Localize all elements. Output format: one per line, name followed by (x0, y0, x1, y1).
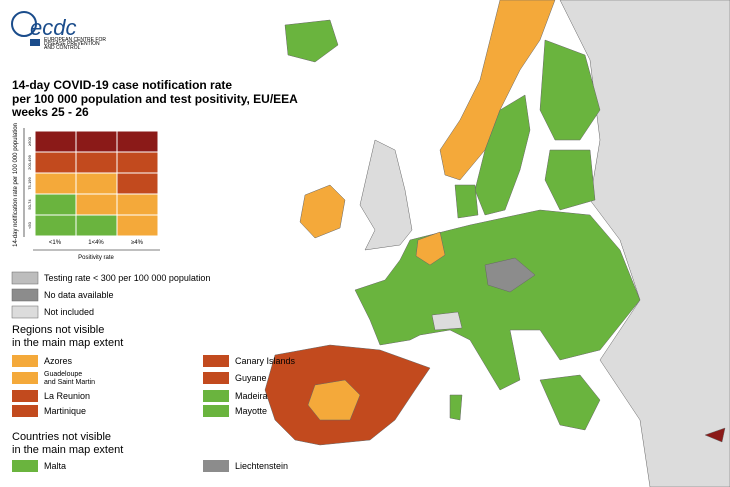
cell (75, 214, 118, 237)
greece (539, 374, 601, 431)
swatch (203, 355, 229, 367)
sardinia (449, 394, 463, 421)
logo-subtitle: AND CONTROL (44, 45, 81, 51)
legend-label: Liechtenstein (235, 461, 288, 471)
logo-globe (11, 11, 37, 37)
finland (539, 39, 601, 141)
cell (75, 193, 118, 216)
map (264, 0, 730, 487)
matrix-y-label: 14-day notification rate per 100 000 pop… (13, 123, 19, 247)
logo-text: ecdc (30, 15, 76, 40)
legend-heading: Regions not visible (12, 324, 104, 336)
cyprus (704, 427, 726, 443)
matrix-row-label: 50-74 (27, 199, 32, 210)
cell (34, 193, 77, 216)
cell (116, 172, 159, 195)
cell (34, 214, 77, 237)
uk (359, 139, 413, 251)
legend: Testing rate < 300 per 100 000 populatio… (11, 271, 296, 472)
spain-centre (307, 379, 361, 421)
ireland (299, 184, 346, 239)
legend-label: Madeira (235, 391, 268, 401)
swatch (11, 305, 39, 319)
matrix-x-label: ≥4% (131, 240, 144, 246)
swatch (203, 405, 229, 417)
legend-label: Martinique (44, 406, 86, 416)
title: 14-day COVID-19 case notification rate (12, 78, 232, 92)
swatch (203, 390, 229, 402)
legend-label: Guyane (235, 373, 267, 383)
netherlands-belgium (415, 231, 446, 266)
matrix (34, 130, 159, 237)
logo-subtitle: EUROPEAN CENTRE FOR (44, 37, 106, 43)
matrix-x-label: <1% (49, 240, 62, 246)
legend-heading: in the main map extent (12, 337, 123, 349)
legend-label: and Saint Martin (44, 379, 95, 386)
swatch (11, 271, 39, 285)
swatch (203, 460, 229, 472)
non-eu-east (559, 0, 730, 487)
legend-label: La Reunion (44, 391, 90, 401)
denmark (454, 184, 479, 219)
cell (116, 130, 159, 153)
norway (439, 0, 556, 181)
title: per 100 000 population and test positivi… (12, 92, 298, 106)
legend-label: Not included (44, 307, 94, 317)
swatch (12, 390, 38, 402)
cell (75, 130, 118, 153)
cell (34, 172, 77, 195)
cell (34, 130, 77, 153)
cell (34, 151, 77, 174)
swatch (11, 288, 39, 302)
swatch (12, 355, 38, 367)
logo: ecdc EUROPEAN CENTRE FOR DISEASE PREVENT… (11, 11, 106, 51)
swatch (203, 372, 229, 384)
legend-label: No data available (44, 290, 114, 300)
eu-flag (30, 39, 40, 46)
legend-heading: Countries not visible (12, 431, 111, 443)
matrix-row-label: 75-199 (27, 177, 32, 190)
matrix-row-label: <50 (27, 221, 32, 229)
matrix-x-label: 1<4% (88, 240, 104, 246)
logo-subtitle: DISEASE PREVENTION (44, 41, 100, 47)
sweden (474, 94, 531, 216)
cell (75, 172, 118, 195)
matrix-x-title: Positivity rate (78, 255, 114, 261)
cell (116, 151, 159, 174)
matrix-row-label: ≥500 (27, 136, 32, 146)
legend-label: Canary Islands (235, 356, 296, 366)
cell (75, 151, 118, 174)
baltics (544, 149, 596, 211)
legend-label: Testing rate < 300 per 100 000 populatio… (44, 273, 210, 283)
legend-label: Azores (44, 356, 73, 366)
legend-label: Mayotte (235, 406, 267, 416)
legend-label: Guadeloupe (44, 371, 82, 378)
legend-label: Malta (44, 461, 66, 471)
cell (116, 214, 159, 237)
matrix-row-label: 200-499 (27, 154, 32, 169)
legend-heading: in the main map extent (12, 444, 123, 456)
swatch (12, 460, 38, 472)
iceland (284, 19, 339, 63)
czechia (484, 257, 536, 293)
switzerland (431, 311, 463, 331)
swatch (12, 372, 38, 384)
cell (116, 193, 159, 216)
swatch (12, 405, 38, 417)
title: weeks 25 - 26 (11, 105, 89, 119)
